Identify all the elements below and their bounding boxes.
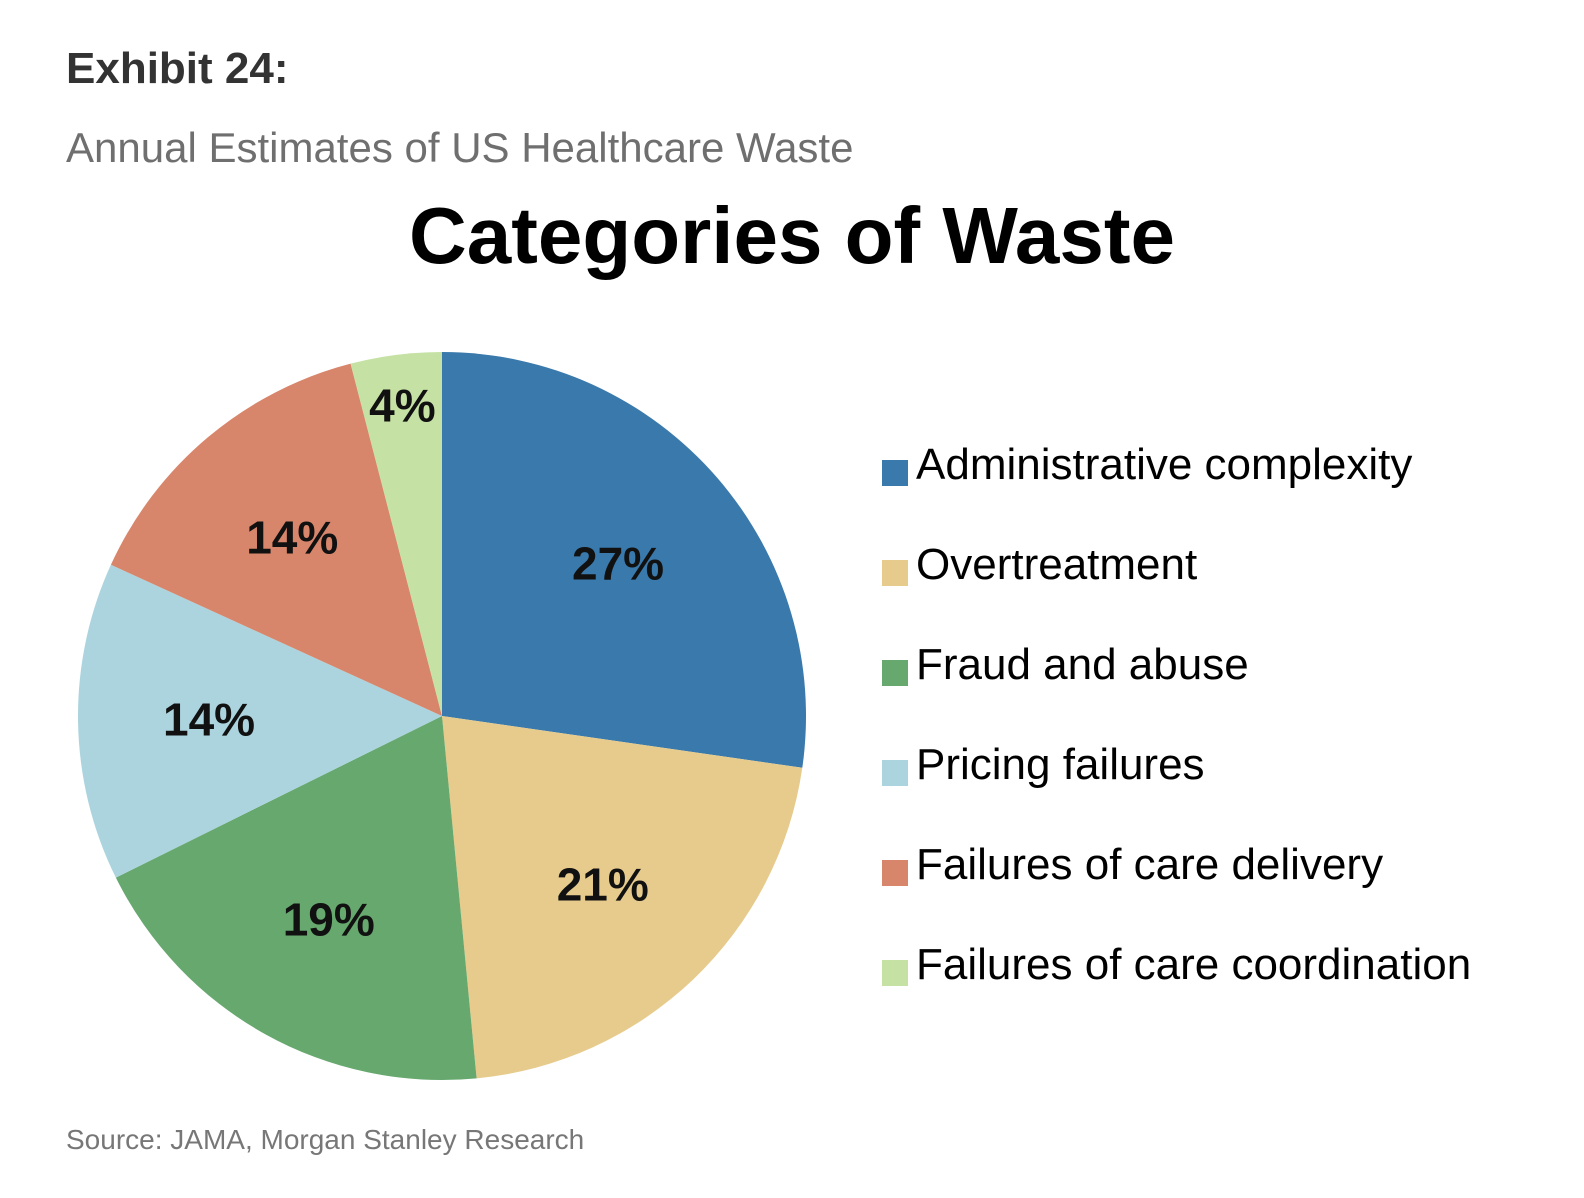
legend-swatch xyxy=(882,860,908,886)
legend-label: Fraud and abuse xyxy=(916,640,1249,689)
exhibit-label: Exhibit 24: xyxy=(66,44,289,93)
slice-data-label: 4% xyxy=(369,379,435,431)
slice-data-label: 14% xyxy=(163,694,255,746)
pie-slice xyxy=(115,716,477,1081)
legend-label: Pricing failures xyxy=(916,740,1205,789)
exhibit-subtitle: Annual Estimates of US Healthcare Waste xyxy=(66,124,854,171)
legend-label: Administrative complexity xyxy=(916,440,1413,489)
legend-label: Failures of care coordination xyxy=(916,940,1472,989)
pie-slice xyxy=(442,352,806,768)
legend-swatch xyxy=(882,960,908,986)
legend-swatch xyxy=(882,460,908,486)
legend-swatch xyxy=(882,560,908,586)
source-note: Source: JAMA, Morgan Stanley Research xyxy=(66,1124,585,1155)
slice-data-label: 19% xyxy=(283,894,375,946)
legend-swatch xyxy=(882,760,908,786)
legend-label: Failures of care delivery xyxy=(916,840,1384,889)
slice-data-label: 14% xyxy=(246,512,338,564)
pie-slice xyxy=(442,716,803,1079)
legend-swatch xyxy=(882,660,908,686)
pie-slice xyxy=(77,564,442,878)
legend-label: Overtreatment xyxy=(916,540,1198,589)
pie-slice xyxy=(350,352,442,716)
chart-title: Categories of Waste xyxy=(408,191,1176,280)
pie-slice xyxy=(110,363,442,716)
slice-data-label: 21% xyxy=(557,859,649,911)
slice-data-label: 27% xyxy=(572,537,664,589)
